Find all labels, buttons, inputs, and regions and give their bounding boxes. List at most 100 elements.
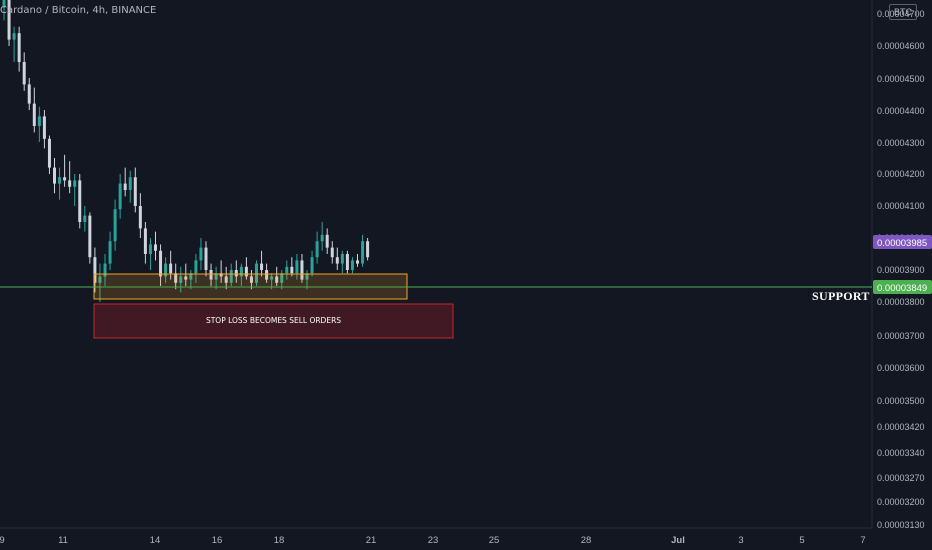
stop-loss-box[interactable] xyxy=(93,303,454,339)
candle-body xyxy=(83,215,87,222)
candle-body xyxy=(290,266,294,274)
candle-body xyxy=(113,209,117,242)
candle-body xyxy=(17,33,21,62)
candle-body xyxy=(189,273,193,280)
y-tick-label: 0.00004600 xyxy=(877,41,925,51)
candle-body xyxy=(169,263,173,274)
currency-label[interactable]: BTC xyxy=(889,4,917,20)
candle-body xyxy=(219,273,223,277)
candle-body xyxy=(234,270,238,277)
candle-body xyxy=(345,254,349,270)
candle-body xyxy=(128,177,132,190)
stop-loss-annotation: STOP LOSS BECOMES SELL ORDERS xyxy=(205,316,342,325)
candle-body xyxy=(133,177,137,206)
current-price-label: 0.00003985 xyxy=(877,238,927,249)
y-tick-label: 0.00003500 xyxy=(877,396,925,406)
candle-body xyxy=(93,257,97,283)
candle-body xyxy=(366,241,370,258)
candle-body xyxy=(265,270,269,280)
candle-body xyxy=(42,116,46,139)
candle-body xyxy=(148,244,152,254)
x-tick-label: 21 xyxy=(366,535,377,546)
candle-body xyxy=(47,138,51,168)
x-tick-label: 7 xyxy=(860,535,865,546)
candle-body xyxy=(2,0,6,8)
candle-body xyxy=(300,260,304,280)
y-tick-label: 0.00004700 xyxy=(877,9,925,19)
candle-body xyxy=(27,84,31,104)
candle-body xyxy=(325,234,329,248)
time-axis[interactable]: 9 11 14 16 18 21 23 25 28 Jul 3 5 7 xyxy=(0,535,866,546)
candle-body xyxy=(184,276,188,280)
candle-body xyxy=(108,241,112,264)
candle-body xyxy=(22,62,26,85)
candle-body xyxy=(239,266,243,277)
x-tick-label: 18 xyxy=(274,535,285,546)
y-tick-label: 0.00003200 xyxy=(877,497,925,507)
candle-body xyxy=(356,260,359,264)
candle-body xyxy=(123,183,127,190)
candle-body xyxy=(32,103,36,126)
x-tick-label: 28 xyxy=(581,535,592,546)
candle-body xyxy=(275,276,279,283)
candle-body xyxy=(154,244,157,251)
candle-body xyxy=(340,254,344,264)
candle-body xyxy=(270,276,274,280)
y-tick-label: 0.00004400 xyxy=(877,106,925,116)
candle-body xyxy=(118,183,122,210)
x-tick-label: Jul xyxy=(671,535,685,546)
candle-body xyxy=(310,257,314,274)
candle-body xyxy=(350,260,354,270)
price-axis[interactable]: 0.00004700 0.00004600 0.00004500 0.00004400… xyxy=(877,9,925,530)
candle-body xyxy=(249,276,253,283)
y-tick-label: 0.00004300 xyxy=(877,138,925,148)
y-tick-label: 0.00003340 xyxy=(877,448,925,458)
candle-body xyxy=(244,266,248,277)
candle-body xyxy=(73,180,77,187)
y-tick-label: 0.00003130 xyxy=(877,520,925,530)
x-tick-label: 9 xyxy=(0,535,5,546)
candle-body xyxy=(68,180,72,187)
candle-body xyxy=(214,273,218,280)
candle-body xyxy=(209,270,213,280)
candle-body xyxy=(204,247,208,270)
x-tick-label: 23 xyxy=(428,535,439,546)
candle-body xyxy=(224,276,228,283)
candle-body xyxy=(37,116,41,126)
candle-body xyxy=(361,241,365,264)
y-tick-label: 0.00003420 xyxy=(877,422,925,432)
candle-body xyxy=(285,266,289,274)
y-tick-label: 0.00003800 xyxy=(877,297,925,307)
support-annotation: SUPPORT xyxy=(812,289,870,303)
candle-body xyxy=(330,247,334,258)
candle-body xyxy=(255,263,258,283)
candle-body xyxy=(260,263,264,270)
candle-body xyxy=(78,180,82,222)
candle-body xyxy=(229,270,233,283)
candle-body xyxy=(315,241,319,258)
candle-body xyxy=(305,273,309,280)
symbol-title[interactable]: Cardano / Bitcoin, 4h, BINANCE xyxy=(0,5,157,16)
candle-body xyxy=(179,276,183,283)
y-tick-label: 0.00004200 xyxy=(877,169,925,179)
candle-body xyxy=(295,260,299,274)
candle-body xyxy=(320,234,324,242)
y-tick-label: 0.00003600 xyxy=(877,363,925,373)
y-tick-label: 0.00003270 xyxy=(877,473,925,483)
candle-body xyxy=(194,260,198,274)
x-tick-label: 5 xyxy=(799,535,804,546)
candle-body xyxy=(58,177,62,184)
candle-body xyxy=(98,276,102,283)
x-tick-label: 3 xyxy=(738,535,743,546)
candle-body xyxy=(174,273,178,283)
candle-body xyxy=(138,206,142,229)
candle-body xyxy=(159,250,163,277)
candle-body xyxy=(12,33,16,40)
y-tick-label: 0.00004100 xyxy=(877,201,925,211)
candle-body xyxy=(7,0,11,40)
candle-body xyxy=(199,247,203,261)
support-price-badge: 0.00003849 xyxy=(873,280,932,294)
x-tick-label: 16 xyxy=(212,535,223,546)
